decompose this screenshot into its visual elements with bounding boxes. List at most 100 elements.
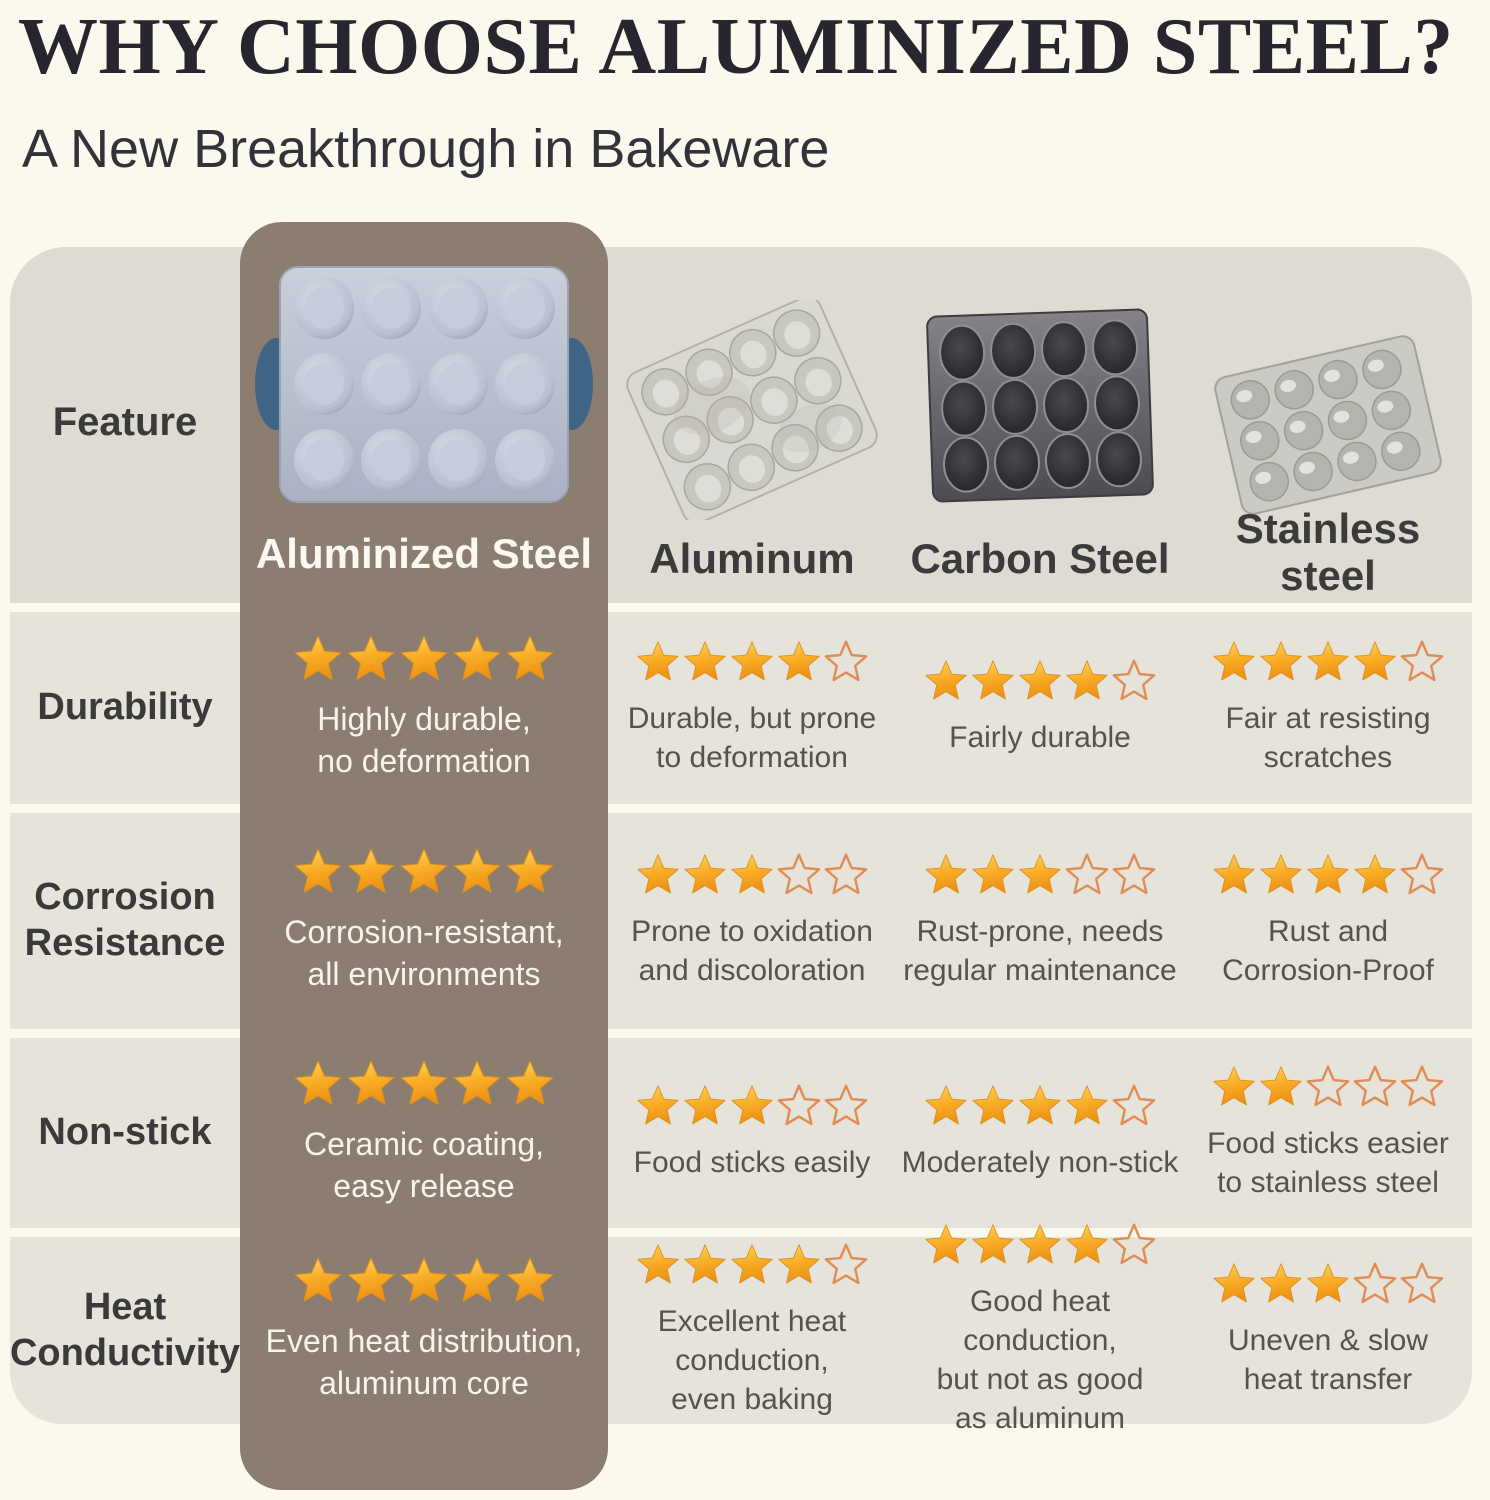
star-rating	[924, 853, 1156, 897]
star-rating	[924, 1223, 1156, 1267]
row-feature-label: Corrosion Resistance	[24, 876, 226, 964]
star-filled-icon	[400, 635, 448, 680]
star-filled-icon	[925, 853, 967, 893]
star-outline-icon	[1112, 853, 1156, 894]
star-filled-icon	[731, 1085, 773, 1125]
star-rating	[1212, 640, 1444, 684]
cell-text: Food sticks easier to stainless steel	[1207, 1126, 1449, 1199]
row-feature-cell: Non-stick	[10, 1038, 240, 1228]
rating-cell: Food sticks easily	[608, 1038, 896, 1228]
star-filled-icon	[506, 1060, 554, 1105]
star-filled-icon	[1260, 1263, 1302, 1303]
star-outline-icon	[824, 1243, 868, 1284]
star-filled-icon	[731, 640, 773, 680]
row-feature-cell: Heat Conductivity	[10, 1237, 240, 1424]
star-filled-icon	[506, 1257, 554, 1303]
rating-cell: Moderately non-stick	[896, 1038, 1184, 1228]
rating-cell: Excellent heat conduction, even baking	[608, 1237, 896, 1424]
star-filled-icon	[1354, 640, 1396, 680]
star-filled-icon	[1307, 853, 1349, 893]
rating-cell: Rust-prone, needs regular maintenance	[896, 813, 1184, 1029]
star-filled-icon	[1260, 640, 1302, 680]
star-filled-icon	[1019, 1085, 1061, 1125]
star-rating	[924, 1084, 1156, 1128]
cell-text: Food sticks easily	[633, 1146, 871, 1179]
rating-cell: Fair at resisting scratches	[1184, 612, 1472, 804]
star-filled-icon	[1213, 1263, 1255, 1303]
star-filled-icon	[1019, 853, 1061, 893]
star-filled-icon	[1066, 1085, 1108, 1125]
star-filled-icon	[400, 848, 448, 893]
star-rating	[293, 1256, 555, 1306]
star-outline-icon	[1112, 1223, 1156, 1265]
star-filled-icon	[1260, 853, 1302, 893]
star-filled-icon	[400, 1060, 448, 1105]
table-row: Corrosion Resistance Corrosion-resistant,…	[0, 813, 1490, 1029]
row-feature-label: Durability	[37, 686, 213, 729]
row-feature-cell: Durability	[10, 612, 240, 804]
star-rating	[636, 1084, 868, 1128]
star-filled-icon	[972, 660, 1014, 700]
star-filled-icon	[637, 853, 679, 893]
star-outline-icon	[1400, 853, 1444, 894]
star-filled-icon	[972, 853, 1014, 893]
star-outline-icon	[1112, 659, 1156, 701]
rating-cell: Even heat distribution, aluminum core	[240, 1237, 608, 1424]
row-feature-cell: Corrosion Resistance	[10, 813, 240, 1029]
cell-text: Prone to oxidation and discoloration	[631, 914, 873, 987]
star-filled-icon	[778, 640, 820, 680]
star-outline-icon	[1400, 1065, 1444, 1106]
rating-cell: Ceramic coating, easy release	[240, 1038, 608, 1228]
cell-text: Durable, but prone to deformation	[627, 701, 877, 774]
star-filled-icon	[1019, 1224, 1061, 1264]
star-rating	[293, 634, 555, 684]
star-filled-icon	[453, 1060, 501, 1105]
cell-text: Rust and Corrosion-Proof	[1222, 914, 1434, 987]
star-outline-icon	[824, 853, 868, 894]
star-filled-icon	[684, 1243, 726, 1283]
star-filled-icon	[1213, 1065, 1255, 1105]
rating-cell: Food sticks easier to stainless steel	[1184, 1038, 1472, 1228]
star-filled-icon	[347, 848, 395, 893]
star-filled-icon	[347, 1257, 395, 1303]
cell-text: Fair at resisting scratches	[1225, 701, 1431, 774]
star-filled-icon	[925, 1224, 967, 1264]
star-filled-icon	[453, 635, 501, 680]
column-header-aluminum: Aluminum	[649, 535, 855, 582]
rating-cell: Highly durable, no deformation	[240, 612, 608, 804]
star-rating	[293, 847, 555, 897]
star-rating	[636, 1243, 868, 1287]
rating-cell: Durable, but prone to deformation	[608, 612, 896, 804]
star-filled-icon	[972, 1085, 1014, 1125]
star-filled-icon	[925, 660, 967, 700]
star-rating	[636, 640, 868, 684]
star-filled-icon	[731, 853, 773, 893]
rating-cell: Corrosion-resistant, all environments	[240, 813, 608, 1029]
star-filled-icon	[1213, 853, 1255, 893]
star-filled-icon	[506, 848, 554, 893]
star-filled-icon	[637, 640, 679, 680]
rating-cell: Uneven & slow heat transfer	[1184, 1237, 1472, 1424]
star-outline-icon	[1306, 1065, 1350, 1106]
column-header-carbon-steel: Carbon Steel	[910, 535, 1170, 582]
star-filled-icon	[925, 1085, 967, 1125]
cell-text: Good heat conduction, but not as good as…	[936, 1285, 1144, 1435]
cell-text: Highly durable, no deformation	[317, 700, 531, 779]
star-outline-icon	[1112, 1084, 1156, 1126]
carbon-steel-pan-image	[926, 308, 1154, 503]
star-filled-icon	[684, 640, 726, 680]
star-outline-icon	[1400, 640, 1444, 681]
cell-text: Even heat distribution, aluminum core	[265, 1323, 583, 1401]
star-outline-icon	[824, 640, 868, 681]
rating-cell: Rust and Corrosion-Proof	[1184, 813, 1472, 1029]
row-feature-label: Heat Conductivity	[9, 1285, 241, 1374]
star-outline-icon	[1353, 1065, 1397, 1106]
star-filled-icon	[1066, 1224, 1108, 1264]
star-rating	[293, 1059, 555, 1109]
cell-text: Fairly durable	[949, 721, 1131, 754]
page-title: WHY CHOOSE ALUMINIZED STEEL?	[18, 3, 1454, 91]
star-outline-icon	[777, 1084, 821, 1126]
table-row: Non-stick Ceramic coating, easy release Fo…	[0, 1038, 1490, 1228]
star-outline-icon	[1400, 1262, 1444, 1304]
star-filled-icon	[347, 635, 395, 680]
